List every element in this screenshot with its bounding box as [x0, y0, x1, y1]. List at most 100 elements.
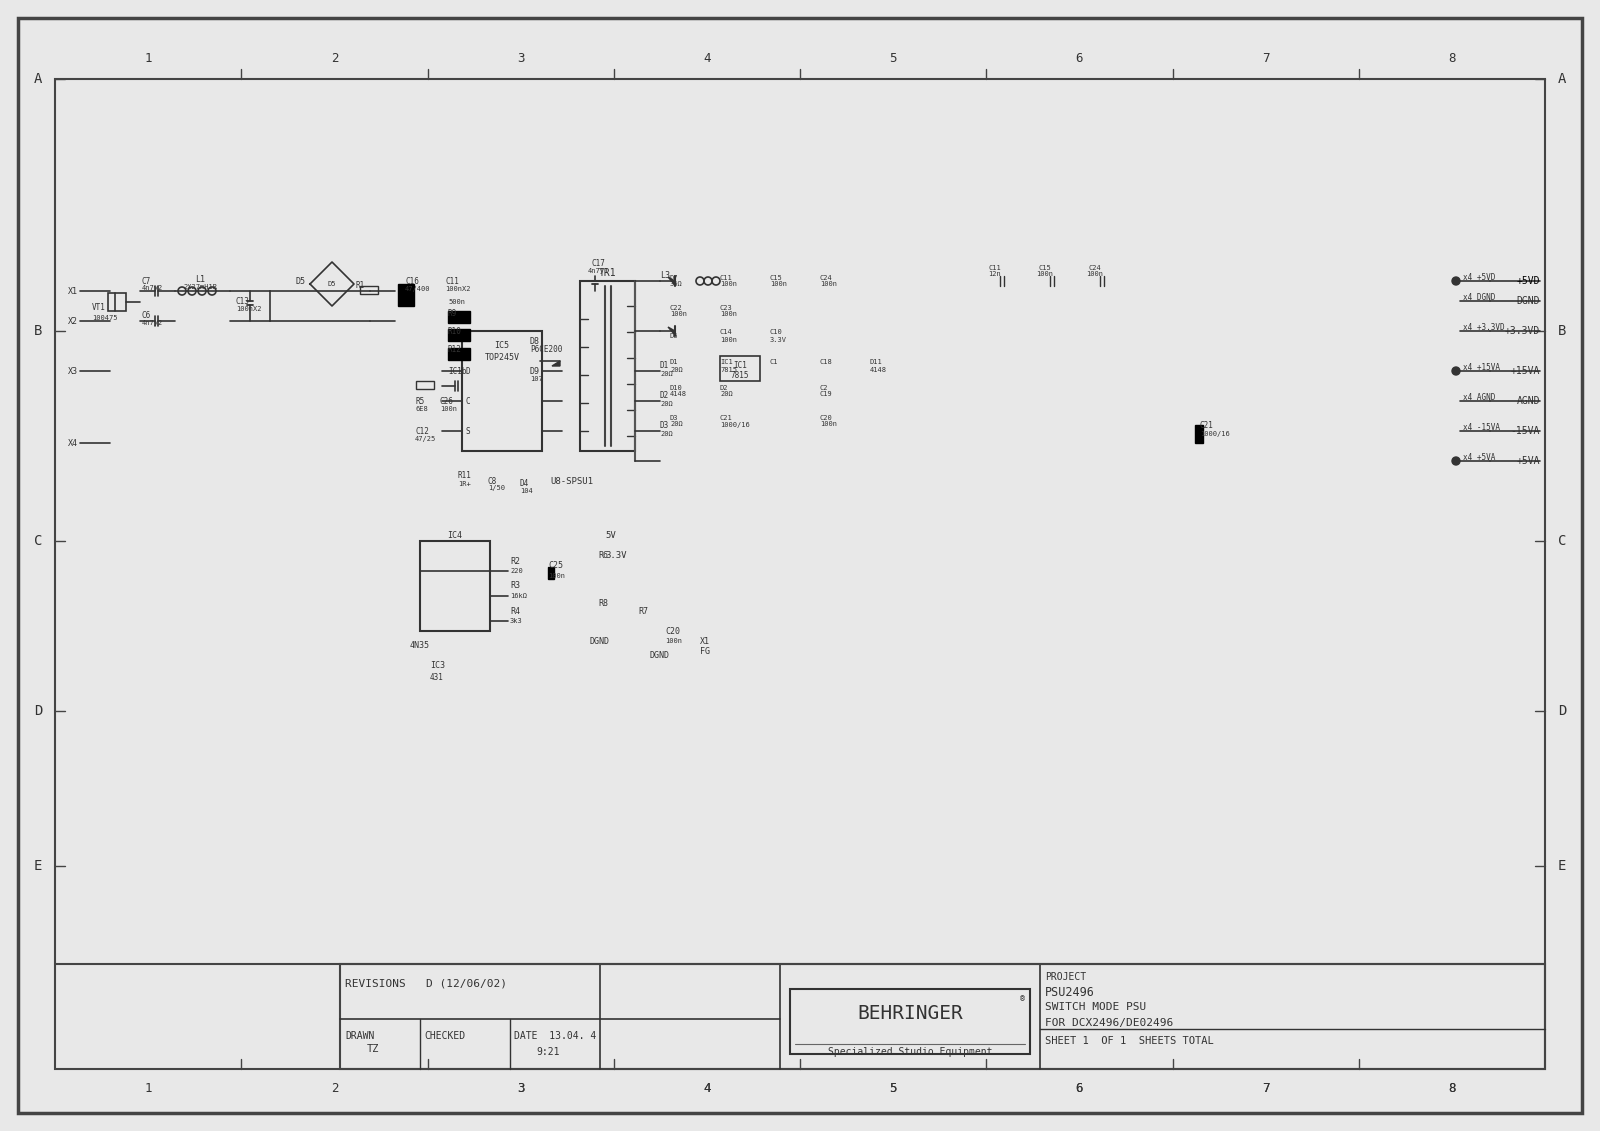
Text: 4n7y2: 4n7y2 [142, 320, 163, 326]
Text: D4: D4 [520, 478, 530, 487]
Text: 1R+: 1R+ [458, 481, 470, 487]
Text: C7: C7 [142, 276, 152, 285]
Text: 6: 6 [1075, 1082, 1083, 1096]
Text: PSU2496: PSU2496 [1045, 986, 1094, 999]
Text: C8: C8 [488, 476, 498, 485]
Text: PROJECT: PROJECT [1045, 972, 1086, 982]
Text: D10
4148: D10 4148 [670, 385, 686, 397]
Bar [1195, 425, 1203, 443]
Text: DGND: DGND [1517, 296, 1539, 307]
Text: IC1
7815: IC1 7815 [720, 360, 738, 372]
Text: 1: 1 [144, 1082, 152, 1096]
Text: x4 DGND: x4 DGND [1462, 294, 1496, 302]
Text: 6: 6 [1075, 1082, 1083, 1096]
Text: VT1: VT1 [93, 303, 106, 312]
Text: D1
20Ω: D1 20Ω [670, 360, 683, 372]
Text: D11
4148: D11 4148 [870, 360, 886, 372]
Text: FOR DCX2496/DE02496: FOR DCX2496/DE02496 [1045, 1018, 1173, 1028]
Text: C: C [34, 534, 42, 549]
Text: +5VA: +5VA [1517, 456, 1539, 466]
Text: 5: 5 [890, 1082, 898, 1096]
Text: 7: 7 [1262, 1082, 1269, 1096]
Text: DGND: DGND [650, 651, 670, 661]
Text: 5: 5 [890, 52, 898, 66]
Text: R6: R6 [598, 552, 608, 561]
Text: IC1: IC1 [733, 361, 747, 370]
Text: C16: C16 [405, 276, 419, 285]
Text: C6: C6 [142, 311, 152, 320]
Text: 5V: 5V [605, 532, 616, 541]
Text: X1: X1 [67, 286, 78, 295]
Text: D8: D8 [530, 337, 541, 345]
Text: x4 +15VA: x4 +15VA [1462, 363, 1501, 372]
Text: P6CE200: P6CE200 [530, 345, 562, 354]
Text: x4 -15VA: x4 -15VA [1462, 423, 1501, 432]
Text: 220: 220 [510, 568, 523, 575]
Text: D: D [34, 703, 42, 718]
Text: R9: R9 [448, 309, 458, 318]
Text: R7: R7 [638, 606, 648, 615]
Text: D9: D9 [530, 366, 541, 375]
Text: B: B [1558, 323, 1566, 338]
Text: C21
1000/16: C21 1000/16 [720, 414, 750, 428]
Bar [339, 964, 1546, 1069]
Bar [419, 541, 490, 631]
Text: R5: R5 [414, 397, 424, 406]
Bar [790, 988, 1030, 1054]
Text: 107: 107 [530, 375, 542, 382]
Text: C21: C21 [1200, 422, 1214, 431]
Text: 3: 3 [517, 1082, 525, 1096]
Text: DGND: DGND [590, 637, 610, 646]
Text: 7815: 7815 [731, 371, 749, 380]
Text: x4 +5VA: x4 +5VA [1462, 454, 1496, 463]
Text: D2: D2 [661, 391, 669, 400]
Text: C23
100n: C23 100n [720, 304, 738, 318]
Text: 100n: 100n [666, 638, 682, 644]
Text: C24
100n: C24 100n [819, 275, 837, 287]
Text: 20Ω: 20Ω [661, 402, 672, 407]
Text: R2: R2 [510, 556, 520, 566]
Text: +3.3VD: +3.3VD [1504, 326, 1539, 336]
Text: 6: 6 [1075, 52, 1083, 66]
Text: X1: X1 [701, 637, 710, 646]
Bar [720, 356, 760, 381]
Bar [398, 284, 414, 307]
Text: 8: 8 [1448, 1082, 1456, 1096]
Text: 4: 4 [702, 52, 710, 66]
Text: S: S [466, 426, 470, 435]
Text: C: C [1558, 534, 1566, 549]
Text: C11: C11 [445, 276, 459, 285]
Text: 100n: 100n [440, 406, 458, 412]
Text: R1: R1 [355, 282, 365, 291]
Text: D: D [466, 366, 470, 375]
Text: -15VA: -15VA [1510, 426, 1539, 435]
Text: R12: R12 [448, 345, 462, 354]
Text: BEHRINGER: BEHRINGER [858, 1004, 963, 1024]
Text: 3k3: 3k3 [510, 618, 523, 624]
Text: C17: C17 [590, 259, 605, 268]
Text: D: D [1558, 703, 1566, 718]
Text: 2: 2 [331, 52, 338, 66]
Text: D3: D3 [661, 422, 669, 431]
Text: 500n: 500n [448, 299, 466, 305]
Polygon shape [552, 361, 560, 366]
Polygon shape [669, 327, 675, 335]
Text: L3: L3 [661, 271, 670, 280]
Text: AGND: AGND [1517, 396, 1539, 406]
Text: x4 AGND: x4 AGND [1462, 394, 1496, 403]
Text: C12: C12 [414, 426, 429, 435]
Text: 7: 7 [1262, 1082, 1269, 1096]
Text: C14
100n: C14 100n [720, 329, 738, 343]
Text: +15VA: +15VA [1510, 366, 1539, 375]
Text: C13: C13 [237, 296, 250, 305]
Text: C10
3.3V: C10 3.3V [770, 329, 787, 343]
Text: X4: X4 [67, 439, 78, 448]
Text: 7: 7 [1262, 52, 1269, 66]
Text: 8: 8 [1448, 1082, 1456, 1096]
Text: R3: R3 [510, 581, 520, 590]
Text: 4N35: 4N35 [410, 641, 430, 650]
Text: SWITCH MODE PSU: SWITCH MODE PSU [1045, 1002, 1146, 1012]
Text: 6E8: 6E8 [414, 406, 427, 412]
Text: 4n7y1: 4n7y1 [587, 268, 608, 274]
Text: 47/400: 47/400 [405, 286, 430, 292]
